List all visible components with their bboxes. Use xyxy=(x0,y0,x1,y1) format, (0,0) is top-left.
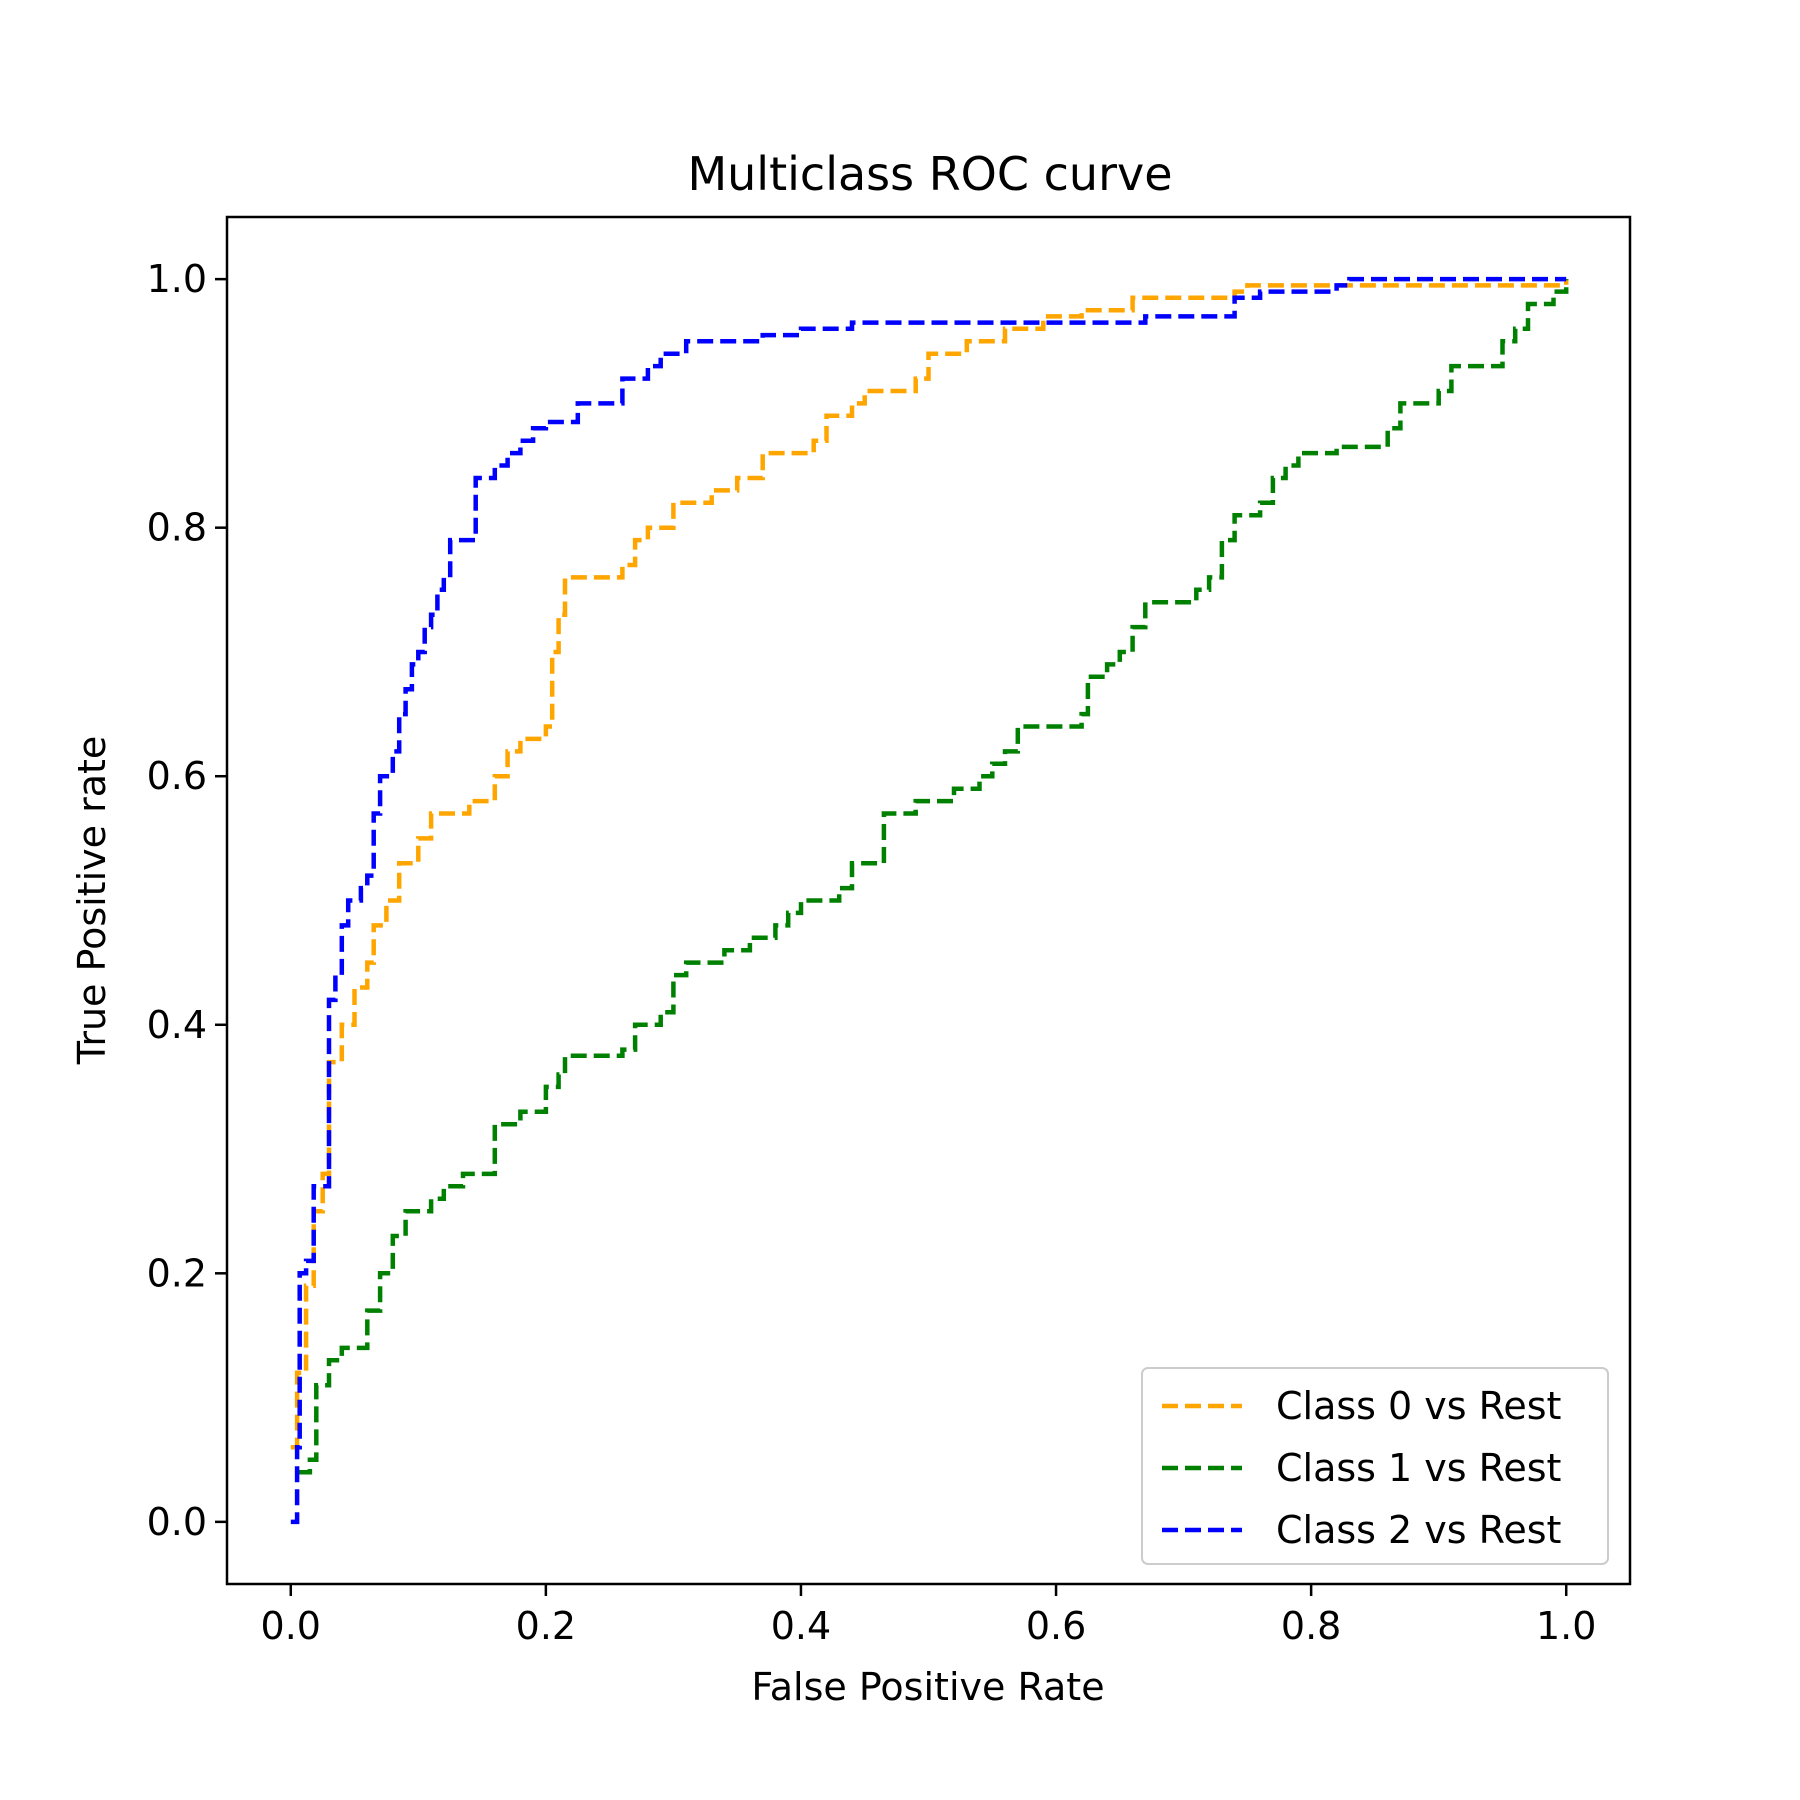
x-tick-label: 0.0 xyxy=(261,1604,321,1648)
x-tick-label: 0.2 xyxy=(516,1604,576,1648)
y-tick-label: 1.0 xyxy=(147,257,207,301)
legend-label-class-1: Class 1 vs Rest xyxy=(1276,1446,1561,1490)
series-line-class-0 xyxy=(290,279,1569,1450)
legend: Class 0 vs Rest Class 1 vs Rest Class 2 vs… xyxy=(1141,1367,1609,1565)
y-axis-label: True Positive rate xyxy=(70,736,114,1066)
x-tick-label: 0.8 xyxy=(1281,1604,1341,1648)
x-tick-label: 0.4 xyxy=(771,1604,831,1648)
chart-title: Multiclass ROC curve xyxy=(687,147,1172,201)
x-axis-label: False Positive Rate xyxy=(751,1665,1104,1709)
plot-frame xyxy=(225,215,1632,1586)
y-tick-label: 0.0 xyxy=(147,1500,207,1544)
y-tick-label: 0.8 xyxy=(147,506,207,550)
series-line-class-2 xyxy=(290,276,1567,1525)
y-tick-label: 0.6 xyxy=(147,754,207,798)
x-tick-label: 1.0 xyxy=(1536,1604,1596,1648)
x-tick-label: 0.6 xyxy=(1026,1604,1086,1648)
series-line-class-1 xyxy=(297,279,1569,1475)
x-axis-ticks: 0.0 0.2 0.4 0.6 0.8 1.0 xyxy=(261,1584,1596,1648)
legend-label-class-0: Class 0 vs Rest xyxy=(1276,1384,1561,1428)
legend-label-class-2: Class 2 vs Rest xyxy=(1276,1508,1561,1552)
y-axis-ticks: 0.0 0.2 0.4 0.6 0.8 1.0 xyxy=(147,257,227,1544)
legend-box xyxy=(1141,1367,1609,1565)
curves-layer xyxy=(290,276,1569,1525)
y-tick-label: 0.2 xyxy=(147,1251,207,1295)
y-tick-label: 0.4 xyxy=(147,1003,207,1047)
